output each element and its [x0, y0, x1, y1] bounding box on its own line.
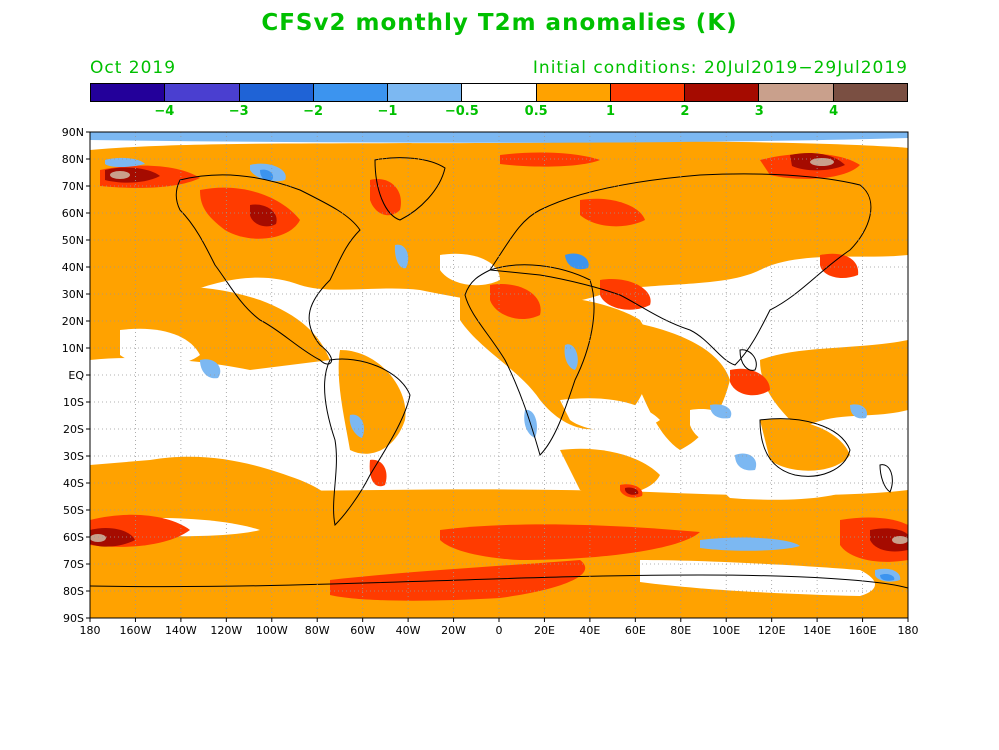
lon-label: 20W [441, 624, 466, 637]
lat-label: 80N [62, 153, 84, 166]
color-legend-bar [90, 83, 908, 102]
lon-label: 140W [165, 624, 197, 637]
lat-label: 50N [62, 234, 84, 247]
lon-label: 180 [80, 624, 101, 637]
lon-label: 100W [256, 624, 288, 637]
lon-label: 160E [849, 624, 877, 637]
legend-label: 4 [829, 104, 839, 119]
lon-label: 0 [496, 624, 503, 637]
lon-label: 40E [579, 624, 600, 637]
legend-swatch [165, 84, 240, 101]
lon-label: 160W [120, 624, 152, 637]
lat-label: 10S [63, 396, 84, 409]
lat-label: EQ [68, 369, 84, 382]
legend-label: 3 [754, 104, 764, 119]
anomaly-fields [90, 132, 908, 618]
legend-swatch [239, 84, 314, 101]
legend-label: 0.5 [524, 104, 548, 119]
legend-swatch [91, 84, 166, 101]
legend-label: −4 [154, 104, 175, 119]
lat-label: 40S [63, 477, 84, 490]
valid-month-label: Oct 2019 [90, 58, 177, 78]
world-map: 90N 80N 70N 60N 50N 40N 30N 20N 10N EQ 10S 20S 30S 40… [62, 126, 919, 637]
legend-swatch [759, 84, 834, 101]
legend-swatch [462, 84, 537, 101]
lon-label: 100E [712, 624, 740, 637]
lon-label: 60E [625, 624, 646, 637]
lon-label: 120W [210, 624, 242, 637]
longitude-axis: 180 160W 140W 120W 100W 80W 60W 40W 20W 0 20E 40E 60… [80, 618, 919, 637]
lat-label: 20N [62, 315, 84, 328]
lat-label: 60N [62, 207, 84, 220]
lat-label: 70S [63, 558, 84, 571]
lat-label: 70N [62, 180, 84, 193]
moderate-cool-regions [260, 169, 895, 581]
extreme-warm-regions [90, 158, 908, 544]
legend-swatch [685, 84, 760, 101]
legend-label: −1 [377, 104, 398, 119]
lat-label: 30N [62, 288, 84, 301]
lat-label: 10N [62, 342, 84, 355]
lon-label: 140E [803, 624, 831, 637]
lat-label: 90S [63, 612, 84, 625]
legend-swatch [833, 84, 907, 101]
latitude-axis: 90N 80N 70N 60N 50N 40N 30N 20N 10N EQ 10S 20S 30S 40… [62, 126, 90, 625]
lon-label: 80E [670, 624, 691, 637]
neutral-regions [90, 253, 875, 596]
legend-swatch [313, 84, 389, 101]
lat-label: 80S [63, 585, 84, 598]
legend-swatch [388, 84, 463, 101]
lat-label: 50S [63, 504, 84, 517]
lon-label: 180 [898, 624, 919, 637]
lon-label: 20E [534, 624, 555, 637]
legend-swatch [536, 84, 611, 101]
lat-label: 90N [62, 126, 84, 139]
legend-swatch [610, 84, 686, 101]
lat-label: 60S [63, 531, 84, 544]
cool-anomaly-regions [90, 132, 908, 582]
legend-label: −3 [228, 104, 249, 119]
lon-label: 60W [350, 624, 375, 637]
lon-label: 40W [396, 624, 421, 637]
lat-label: 20S [63, 423, 84, 436]
coastlines [90, 157, 908, 589]
lat-lon-grid [90, 132, 908, 618]
initial-conditions-label: Initial conditions: 20Jul2019−29Jul2019 [532, 58, 908, 78]
legend-label: 1 [606, 104, 616, 119]
lon-label: 80W [305, 624, 330, 637]
legend-label: −2 [303, 104, 324, 119]
lat-label: 40N [62, 261, 84, 274]
map-title: CFSv2 monthly T2m anomalies (K) [261, 10, 738, 36]
lon-label: 120E [758, 624, 786, 637]
lat-label: 30S [63, 450, 84, 463]
legend-label: −0.5 [444, 104, 479, 119]
legend-label: 2 [680, 104, 690, 119]
